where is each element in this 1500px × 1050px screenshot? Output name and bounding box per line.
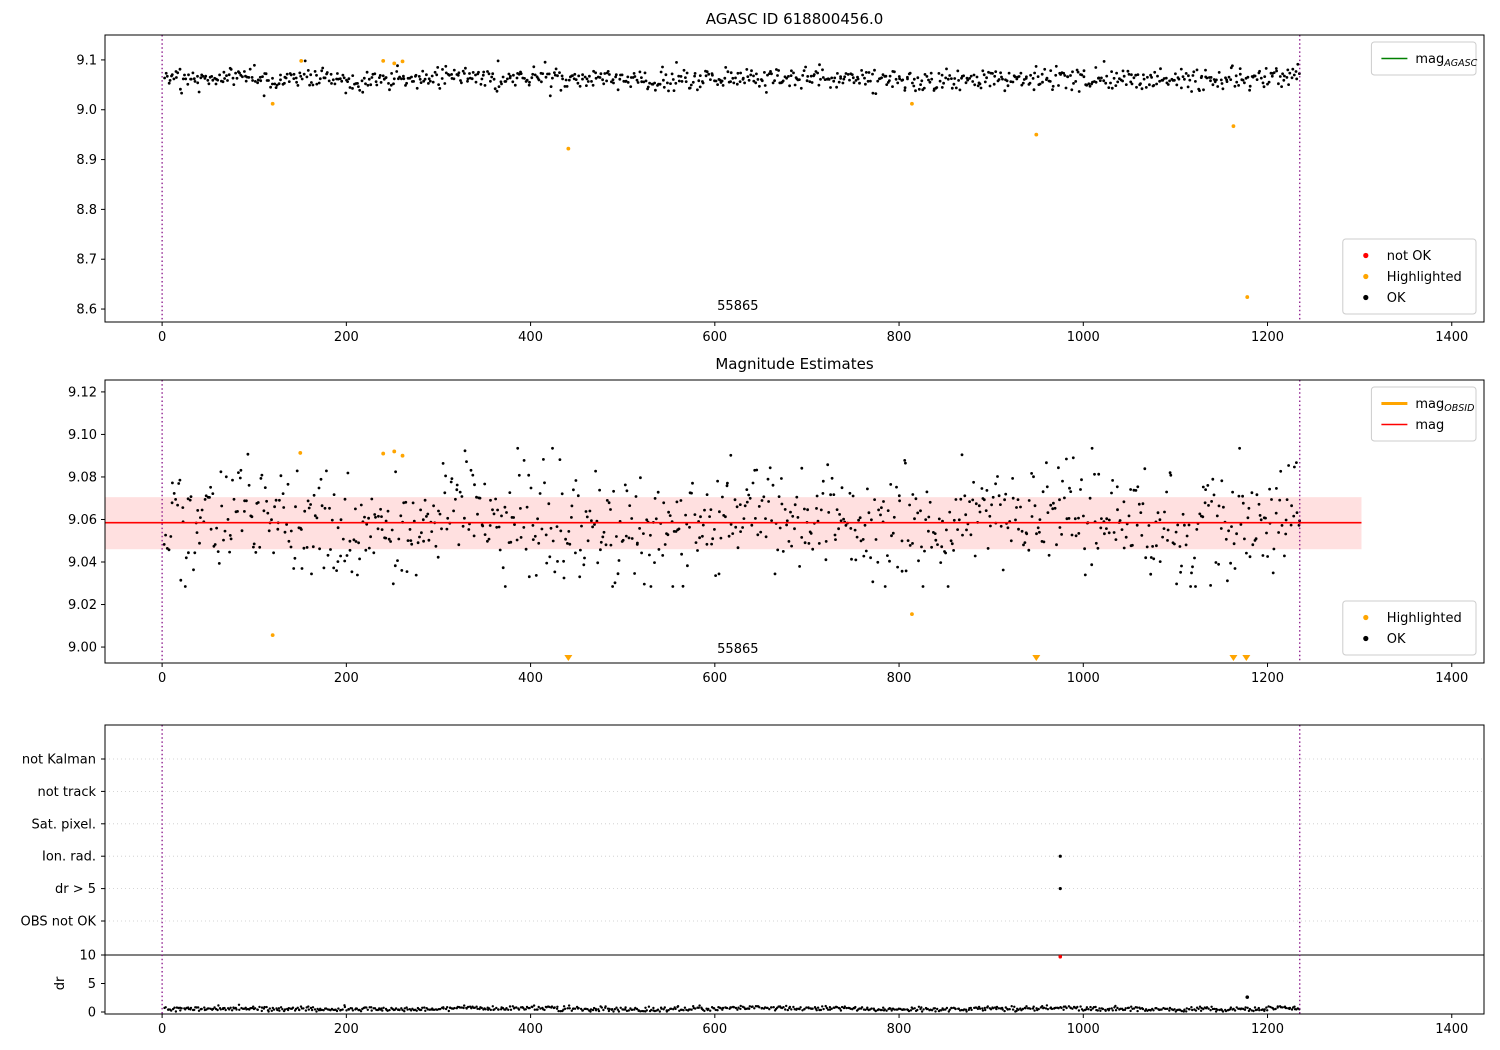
x-tick-label: 1000 [1067, 330, 1100, 345]
legend-label: not OK [1387, 249, 1432, 264]
mag-estimates-axes-frame [104, 379, 1485, 664]
x-tick-label: 0 [158, 330, 166, 345]
y-tick-label: 9.02 [68, 598, 97, 613]
mag-estimates-y-ticks: 9.00 9.02 9.04 9.06 9.08 9.10 9.12 [68, 385, 105, 656]
flags-gridlines [105, 758, 1484, 922]
mag-estimates-x-ticks: 0 200 400 600 800 1000 1200 1400 [158, 663, 1468, 686]
y-tick-label: 9.04 [68, 556, 97, 571]
dr-axis-label: dr [53, 976, 68, 990]
x-tick-label: 0 [158, 1022, 166, 1037]
x-tick-label: 1200 [1251, 1022, 1284, 1037]
flag-points [1058, 854, 1062, 891]
dr-points [163, 1003, 1301, 1013]
y-tick-label: 9.00 [68, 641, 97, 656]
flag-category-label: dr > 5 [55, 882, 96, 897]
agasc-mag-y-ticks: 8.6 8.7 8.8 8.9 9.0 9.1 [76, 53, 105, 318]
x-tick-label: 200 [334, 330, 359, 345]
agasc-mag-plot-title: AGASC ID 618800456.0 [706, 10, 884, 28]
y-tick-label: 8.7 [76, 253, 97, 268]
x-tick-label: 600 [702, 671, 727, 686]
agasc-mag-plot: AGASC ID 618800456.0 0 200 400 600 800 1000 120… [76, 10, 1485, 345]
agasc-mag-x-ticks: 0 200 400 600 800 1000 1200 1400 [158, 322, 1468, 345]
mag-estimates-legend-markers: Highlighted OK [1342, 600, 1477, 656]
dr-axis-ticks: 10 5 0 [79, 949, 105, 1021]
x-tick-label: 800 [887, 330, 912, 345]
flags-dr-x-ticks: 0 200 400 600 800 1000 1200 1400 [158, 1014, 1468, 1037]
agasc-mag-ok-points [163, 59, 1301, 98]
legend-label: OK [1387, 291, 1406, 306]
mag-estimates-plot: Magnitude Estimates 0 200 400 600 800 1000 1200… [68, 355, 1485, 686]
x-tick-label: 1200 [1251, 330, 1284, 345]
flag-category-label: OBS not OK [21, 915, 97, 930]
dr-outlier-point [1245, 995, 1250, 999]
y-tick-label: 9.1 [76, 53, 97, 68]
mag-estimates-highlighted-points [270, 449, 914, 638]
x-tick-label: 800 [887, 1022, 912, 1037]
mag-estimates-clipped-low-markers [564, 655, 1251, 661]
agasc-mag-legend-markers: not OK Highlighted OK [1342, 238, 1477, 315]
dr-outlier-point [1058, 954, 1063, 959]
x-tick-label: 0 [158, 671, 166, 686]
x-tick-label: 1400 [1435, 671, 1468, 686]
legend-label: Highlighted [1387, 611, 1462, 626]
x-tick-label: 1000 [1067, 1022, 1100, 1037]
y-tick-label: 9.08 [68, 470, 97, 485]
y-tick-label: 8.6 [76, 303, 97, 318]
x-tick-label: 1200 [1251, 671, 1284, 686]
y-tick-label: 9.0 [76, 103, 97, 118]
mag-estimates-ok-points [162, 446, 1301, 588]
flag-category-label: Sat. pixel. [32, 817, 96, 832]
x-tick-label: 400 [518, 671, 543, 686]
y-tick-label: 9.06 [68, 513, 97, 528]
agasc-mag-legend-line: magAGASC [1370, 41, 1478, 76]
flags-dr-plot: 0 200 400 600 800 1000 1200 1400 not Kalman not t… [21, 724, 1485, 1037]
flags-dr-axes-frame [104, 724, 1485, 1015]
mag-estimates-plot-title: Magnitude Estimates [715, 355, 873, 373]
x-tick-label: 200 [334, 671, 359, 686]
flag-category-label: Ion. rad. [42, 850, 96, 865]
x-tick-label: 400 [518, 1022, 543, 1037]
agasc-mag-highlighted-points [270, 59, 1250, 299]
dr-tick-label: 10 [79, 949, 96, 964]
legend-label: mag [1415, 418, 1444, 433]
x-tick-label: 1000 [1067, 671, 1100, 686]
flag-category-label: not Kalman [22, 753, 96, 768]
x-tick-label: 400 [518, 330, 543, 345]
y-tick-label: 8.8 [76, 203, 97, 218]
x-tick-label: 200 [334, 1022, 359, 1037]
y-tick-label: 8.9 [76, 153, 97, 168]
dr-tick-label: 5 [88, 977, 96, 992]
x-tick-label: 1400 [1435, 1022, 1468, 1037]
legend-label: Highlighted [1387, 270, 1462, 285]
flag-category-labels: not Kalman not track Sat. pixel. Ion. rad. d… [21, 753, 105, 930]
agasc-mag-obsid-annotation: 55865 [717, 299, 758, 314]
x-tick-label: 1400 [1435, 330, 1468, 345]
x-tick-label: 600 [702, 1022, 727, 1037]
agasc-mag-axes-frame [104, 34, 1485, 323]
y-tick-label: 9.12 [68, 385, 97, 400]
mag-estimates-obsid-annotation: 55865 [717, 642, 758, 657]
x-tick-label: 800 [887, 671, 912, 686]
legend-label: OK [1387, 632, 1406, 647]
dr-tick-label: 0 [88, 1006, 96, 1021]
x-tick-label: 600 [702, 330, 727, 345]
flag-category-label: not track [37, 785, 96, 800]
y-tick-label: 9.10 [68, 428, 97, 443]
